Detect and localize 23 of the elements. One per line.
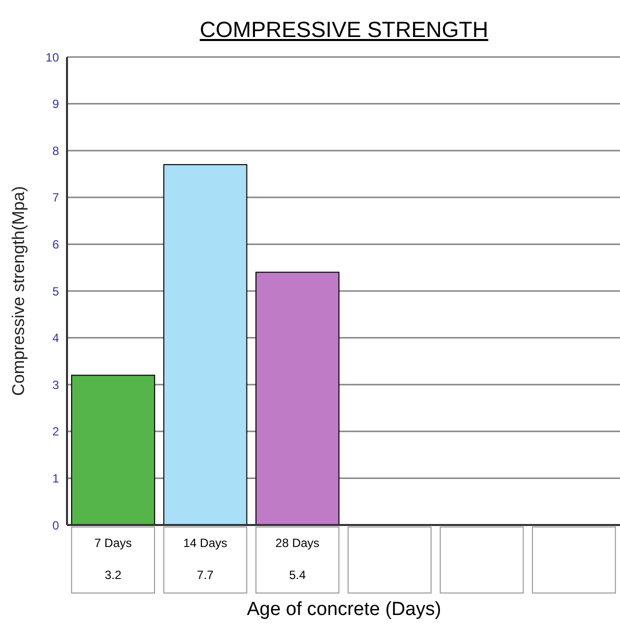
y-tick-label: 10 xyxy=(46,50,60,64)
y-tick-label: 1 xyxy=(52,471,60,486)
data-label: 3.2 xyxy=(104,568,122,582)
x-tick-label: 7 Days xyxy=(94,536,132,550)
y-tick-label: 3 xyxy=(52,378,60,392)
chart-title: COMPRESSIVE STRENGTH xyxy=(198,16,490,44)
y-tick-label: 7 xyxy=(52,190,60,205)
data-label: 7.7 xyxy=(196,568,214,582)
bar xyxy=(71,374,156,525)
y-axis-title: Compressive strength(Mpa) xyxy=(9,186,28,396)
x-tick-label: 14 Days xyxy=(183,536,228,550)
y-tick-label: 0 xyxy=(52,518,60,532)
bar xyxy=(163,164,248,525)
y-tick-label: 2 xyxy=(52,424,60,439)
x-tick-label: 28 Days xyxy=(275,536,320,550)
y-tick-label: 6 xyxy=(52,237,60,252)
y-tick-label: 9 xyxy=(52,97,60,112)
x-axis-title: Age of concrete (Days) xyxy=(246,599,442,621)
y-tick-label: 4 xyxy=(52,331,60,346)
y-tick-label: 5 xyxy=(52,284,60,298)
y-tick-label: 8 xyxy=(52,144,60,158)
bar xyxy=(255,272,340,525)
data-label: 5.4 xyxy=(289,568,306,582)
